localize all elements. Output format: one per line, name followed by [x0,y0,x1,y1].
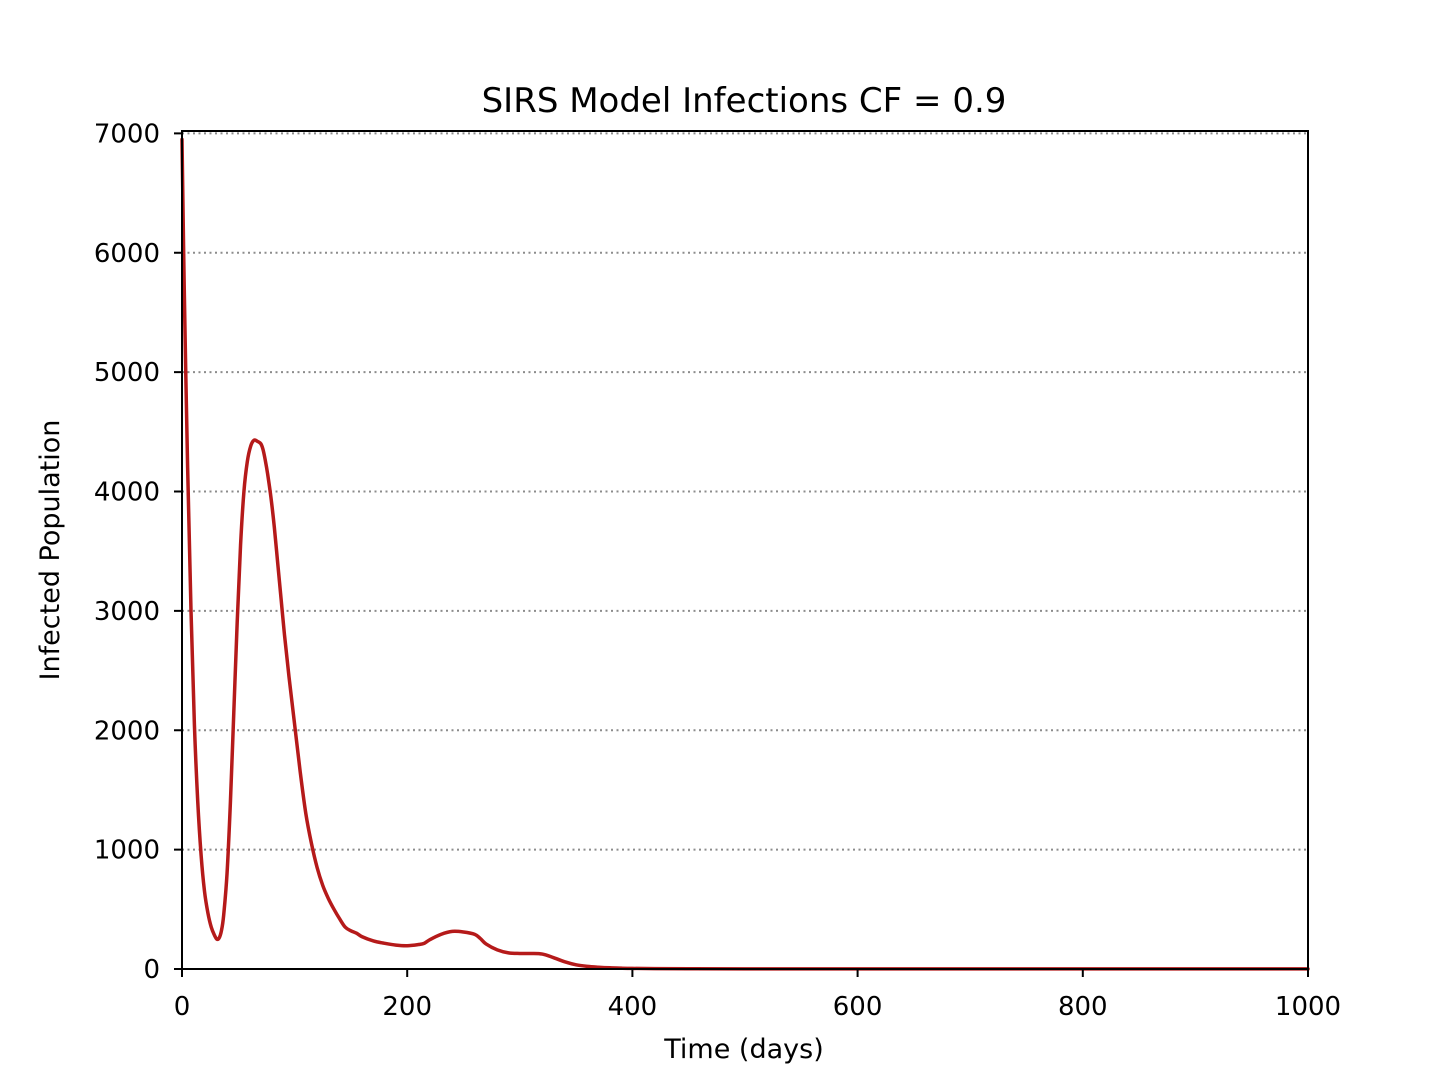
x-tick-label: 400 [608,992,658,1022]
y-tick-label: 6000 [94,239,160,269]
x-tick-label: 600 [833,992,883,1022]
infected-series-line [180,137,1310,971]
y-tick-label: 4000 [94,478,160,508]
y-tick-label: 3000 [94,597,160,627]
y-tick-label: 2000 [94,716,160,746]
y-tick-label: 0 [143,955,160,985]
y-tick-label: 1000 [94,836,160,866]
y-axis-ticks: 0 1000 2000 3000 4000 5000 6000 7000 [94,119,182,985]
y-axis-label: Infected Population [35,420,66,681]
x-tick-label: 200 [382,992,432,1022]
y-tick-label: 5000 [94,358,160,388]
x-tick-label: 0 [174,992,191,1022]
grid-lines [182,132,1308,970]
series-layer [180,137,1310,971]
x-axis-ticks: 0 200 400 600 800 1000 [174,969,1341,1022]
x-tick-label: 1000 [1275,992,1341,1022]
x-axis-label: Time (days) [663,1034,823,1065]
plot-frame [181,130,1309,970]
y-tick-label: 7000 [94,119,160,149]
x-tick-label: 800 [1058,992,1108,1022]
chart-title: SIRS Model Infections CF = 0.9 [482,81,1007,121]
